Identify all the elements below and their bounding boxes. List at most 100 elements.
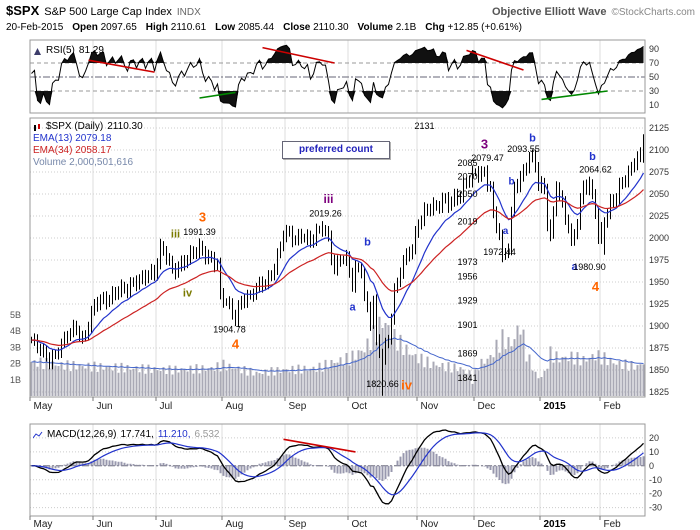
svg-text:1904.78: 1904.78 [213,325,246,335]
svg-text:2050: 2050 [649,189,669,199]
svg-text:2100: 2100 [649,145,669,155]
svg-text:1972.44: 1972.44 [483,247,516,257]
svg-text:a: a [349,302,356,314]
ema13-label: EMA(13) 2079.18 [33,133,112,144]
svg-text:1991.39: 1991.39 [183,227,216,237]
preferred-count-note: preferred count [282,141,390,159]
svg-text:4: 4 [232,336,240,351]
svg-text:1875: 1875 [649,343,669,353]
svg-text:2085: 2085 [458,158,478,168]
svg-text:Aug: Aug [226,519,244,530]
svg-text:2015: 2015 [544,519,567,530]
svg-text:70: 70 [649,58,659,68]
exchange-label: INDX [176,7,201,18]
quote-low: Low 2085.44 [215,22,275,33]
rsi-label: RSI(5) [46,45,75,56]
svg-text:iv: iv [401,378,413,393]
quote-date: 20-Feb-2015 [6,22,64,33]
svg-text:3B: 3B [10,342,21,352]
svg-text:Nov: Nov [421,401,439,412]
svg-text:1820.66: 1820.66 [366,379,399,389]
svg-text:2019: 2019 [458,216,478,226]
svg-text:2125: 2125 [649,123,669,133]
x-axis-labels-main: May Jun Jul Aug Sep Oct Nov Dec 2015 Feb [34,401,622,412]
svg-text:Jul: Jul [160,519,173,530]
svg-text:2B: 2B [10,359,21,369]
svg-text:5B: 5B [10,310,21,320]
price-panel: 2085 2070 2050 2019 1973 1956 1929 1901 1869 1841… [10,117,669,412]
svg-text:90: 90 [649,44,659,54]
wave-annotations: iii31991.39iv1904.784iii2019.26ba1820.66… [171,121,612,393]
price-bars [31,134,644,396]
series-title: $SPX (Daily) [46,121,104,132]
svg-text:iv: iv [183,287,193,299]
quote-change: Chg +12.85 (+0.61%) [425,22,523,33]
rsi-value: 81.29 [78,45,104,56]
svg-text:1901: 1901 [458,320,478,330]
svg-text:2025: 2025 [649,211,669,221]
quote-high: High 2110.61 [145,22,207,33]
svg-text:10: 10 [649,447,659,457]
macd-label-row: MACD(12,26,9) 17.741, 11.210, 6.532 [33,429,220,441]
rsi-label-row: RSI(5) 81.29 [33,45,104,57]
svg-text:Feb: Feb [604,519,622,530]
svg-text:0: 0 [649,461,654,471]
svg-text:Aug: Aug [226,401,244,412]
quote-bar: 20-Feb-2015 Open 2097.65 High 2110.61 Lo… [6,22,695,33]
x-axis-labels-macd: May Jun Jul Aug Sep Oct Nov Dec 2015 Feb [34,519,622,530]
svg-text:1956: 1956 [458,272,478,282]
svg-text:20: 20 [649,433,659,443]
svg-text:Nov: Nov [421,519,439,530]
svg-text:1925: 1925 [649,299,669,309]
svg-text:a: a [503,226,509,237]
svg-text:2070: 2070 [458,171,478,181]
rsi-indicator-icon [34,47,41,55]
svg-text:-20: -20 [649,489,662,499]
macd-line-value: 17.741, [120,429,154,440]
svg-text:1980.90: 1980.90 [573,262,606,272]
svg-text:4B: 4B [10,326,21,336]
quote-volume: Volume 2.1B [357,22,417,33]
svg-text:2050: 2050 [458,189,478,199]
svg-text:2015: 2015 [544,401,567,412]
svg-text:a: a [571,261,578,273]
index-name: S&P 500 Large Cap Index [44,6,172,18]
svg-text:2019.26: 2019.26 [309,208,342,218]
svg-text:-30: -30 [649,503,662,513]
svg-text:1950: 1950 [649,277,669,287]
svg-text:50: 50 [649,72,659,82]
svg-text:iii: iii [171,229,180,241]
svg-text:Dec: Dec [478,401,496,412]
svg-text:b: b [589,151,596,163]
svg-text:3: 3 [199,210,206,225]
quote-open: Open 2097.65 [72,22,137,33]
chart-author: Objective Elliott Wave [491,6,607,18]
svg-text:1B: 1B [10,375,21,385]
volume-label: Volume 2,000,501,616 [33,157,134,168]
rsi-panel: 90 70 50 30 10 [29,39,659,114]
svg-text:b: b [364,236,371,248]
svg-text:2064.62: 2064.62 [579,164,612,174]
svg-text:May: May [34,401,53,412]
svg-text:-10: -10 [649,475,662,485]
svg-text:1973: 1973 [458,257,478,267]
svg-text:Sep: Sep [289,401,307,412]
svg-text:1825: 1825 [649,387,669,397]
svg-text:b: b [529,133,536,145]
macd-indicator-icon [33,431,43,438]
svg-text:Sep: Sep [289,519,307,530]
series-value: 2110.30 [107,121,143,132]
svg-text:Oct: Oct [352,519,368,530]
svg-text:1841: 1841 [458,373,478,383]
svg-text:1929: 1929 [458,296,478,306]
svg-text:Dec: Dec [478,519,496,530]
copyright: ©StockCharts.com [611,7,695,18]
svg-text:30: 30 [649,86,659,96]
svg-text:2079.47: 2079.47 [471,153,504,163]
svg-text:2093.55: 2093.55 [507,144,540,154]
svg-text:1869: 1869 [458,348,478,358]
ema34-label: EMA(34) 2058.17 [33,145,112,156]
volume-bars [30,316,645,396]
